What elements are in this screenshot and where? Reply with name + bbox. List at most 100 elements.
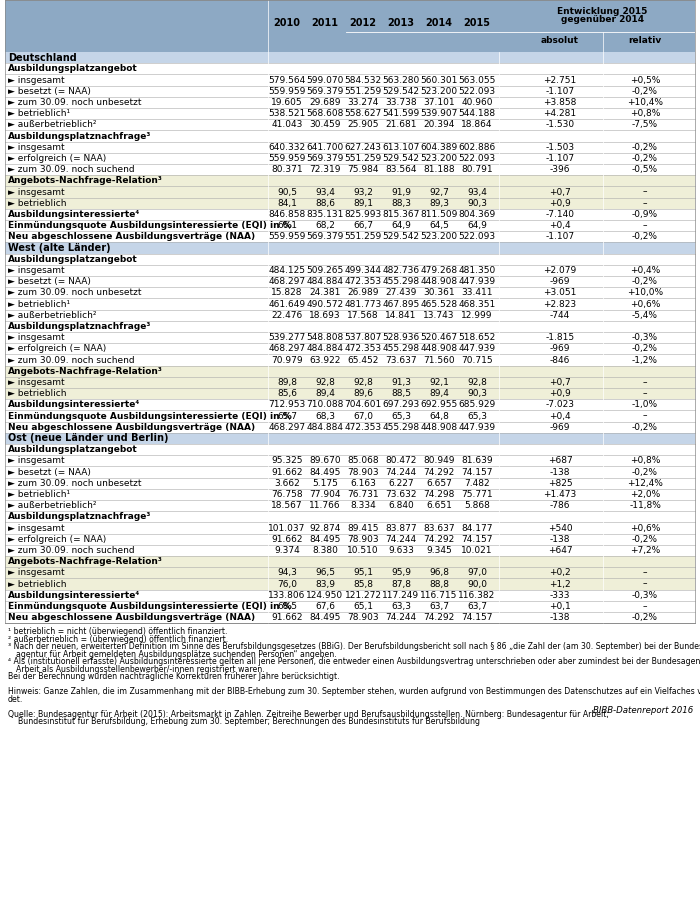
Text: 5.868: 5.868 [464, 501, 490, 510]
Text: 11.766: 11.766 [309, 501, 341, 510]
Text: 563.280: 563.280 [382, 76, 419, 85]
Text: 22.476: 22.476 [272, 311, 302, 320]
Text: 92,7: 92,7 [429, 188, 449, 197]
Text: –: – [643, 221, 648, 230]
Text: 89,4: 89,4 [315, 389, 335, 398]
Text: 18.567: 18.567 [271, 501, 303, 510]
Text: 479.268: 479.268 [421, 266, 458, 275]
Bar [5, 556, 695, 567]
Text: 83.564: 83.564 [385, 165, 416, 174]
Text: ► zum 30.09. noch unbesetzt: ► zum 30.09. noch unbesetzt [8, 98, 141, 107]
Text: 835.131: 835.131 [307, 209, 344, 218]
Text: 579.564: 579.564 [268, 76, 306, 85]
Text: 641.700: 641.700 [307, 143, 344, 152]
Text: 75.771: 75.771 [461, 490, 493, 499]
Text: 84,1: 84,1 [277, 199, 297, 208]
Text: -1,2%: -1,2% [632, 355, 658, 364]
Text: –: – [643, 602, 648, 611]
Text: 89,4: 89,4 [429, 389, 449, 398]
Text: –: – [643, 389, 648, 398]
Text: 74.157: 74.157 [461, 613, 493, 622]
Bar [5, 0, 695, 52]
Text: 559.959: 559.959 [268, 154, 306, 163]
Text: 522.093: 522.093 [458, 86, 496, 95]
Text: +0,4%: +0,4% [630, 266, 660, 275]
Text: 448.908: 448.908 [421, 344, 458, 353]
Text: 447.939: 447.939 [458, 344, 496, 353]
Text: Hinweis: Ganze Zahlen, die im Zusammenhang mit der BIBB-Erhebung zum 30. Septemb: Hinweis: Ganze Zahlen, die im Zusammenha… [8, 687, 700, 696]
Text: 90,3: 90,3 [467, 199, 487, 208]
Text: 70.715: 70.715 [461, 355, 493, 364]
Text: Einmündungsquote Ausbildungsinteressierte (EQI) in %: Einmündungsquote Ausbildungsinteressiert… [8, 602, 292, 611]
Text: 15.828: 15.828 [272, 289, 302, 298]
Text: 92,8: 92,8 [467, 378, 487, 387]
Text: 81.188: 81.188 [424, 165, 455, 174]
Text: 529.542: 529.542 [382, 154, 419, 163]
Text: 9.374: 9.374 [274, 546, 300, 555]
Text: ► erfolgreich (= NAA): ► erfolgreich (= NAA) [8, 535, 106, 544]
Text: 95,1: 95,1 [353, 568, 373, 577]
Text: 66,7: 66,7 [353, 221, 373, 230]
Text: 18.864: 18.864 [461, 120, 493, 129]
Text: 68,2: 68,2 [315, 221, 335, 230]
Bar [5, 612, 695, 623]
Bar [5, 321, 695, 332]
Text: Ausbildungsplatznachfrage³: Ausbildungsplatznachfrage³ [8, 322, 151, 331]
Text: +0,6%: +0,6% [630, 299, 660, 308]
Text: 64,9: 64,9 [467, 221, 487, 230]
Text: 33.274: 33.274 [347, 98, 379, 107]
Text: –: – [643, 199, 648, 208]
Text: 484.884: 484.884 [307, 277, 344, 286]
Text: Ausbildungsinteressierte⁴: Ausbildungsinteressierte⁴ [8, 209, 140, 218]
Text: ► insgesamt: ► insgesamt [8, 568, 64, 577]
Text: 13.743: 13.743 [424, 311, 455, 320]
Text: -138: -138 [550, 535, 570, 544]
Text: 80.472: 80.472 [385, 457, 416, 466]
Text: ► zum 30.09. noch unbesetzt: ► zum 30.09. noch unbesetzt [8, 478, 141, 487]
Text: 18.693: 18.693 [309, 311, 341, 320]
Text: West (alte Länder): West (alte Länder) [8, 243, 111, 253]
Text: 846.858: 846.858 [268, 209, 306, 218]
Text: 85,8: 85,8 [353, 580, 373, 589]
Text: 811.509: 811.509 [420, 209, 458, 218]
Text: -1.107: -1.107 [545, 86, 575, 95]
Text: 81.639: 81.639 [461, 457, 493, 466]
Text: 537.807: 537.807 [344, 334, 382, 343]
Text: -11,8%: -11,8% [629, 501, 661, 510]
Text: 116.382: 116.382 [458, 591, 496, 600]
Text: -0,5%: -0,5% [632, 165, 658, 174]
Text: 78.903: 78.903 [347, 467, 379, 476]
Bar [5, 601, 695, 612]
Text: 640.332: 640.332 [268, 143, 306, 152]
Bar [5, 97, 695, 108]
Text: 2015: 2015 [463, 18, 491, 29]
Text: 602.886: 602.886 [458, 143, 496, 152]
Text: 21.681: 21.681 [385, 120, 416, 129]
Text: 518.652: 518.652 [458, 334, 496, 343]
Bar [5, 343, 695, 354]
Text: 559.959: 559.959 [268, 86, 306, 95]
Text: ³ Nach der neuen, erweiterten Definition im Sinne des Berufsbildungsgesetzes (BB: ³ Nach der neuen, erweiterten Definition… [8, 642, 700, 651]
Text: 484.884: 484.884 [307, 344, 344, 353]
Text: 455.298: 455.298 [382, 344, 419, 353]
Text: 41.043: 41.043 [272, 120, 302, 129]
Text: 20.394: 20.394 [424, 120, 455, 129]
Text: -1.503: -1.503 [545, 143, 575, 152]
Text: 548.808: 548.808 [307, 334, 344, 343]
Text: -0,2%: -0,2% [632, 423, 658, 432]
Text: 6.657: 6.657 [426, 478, 452, 487]
Text: Ausbildungsplatznachfrage³: Ausbildungsplatznachfrage³ [8, 131, 151, 140]
Text: BIBB-Datenreport 2016: BIBB-Datenreport 2016 [593, 706, 693, 715]
Bar [5, 432, 695, 444]
Text: 68,3: 68,3 [315, 412, 335, 421]
Text: 568.608: 568.608 [307, 109, 344, 118]
Text: 9.345: 9.345 [426, 546, 452, 555]
Text: +10,0%: +10,0% [627, 289, 663, 298]
Text: 30.459: 30.459 [309, 120, 341, 129]
Text: Ausbildungsplatzangebot: Ausbildungsplatzangebot [8, 65, 138, 74]
Text: 74.244: 74.244 [386, 613, 416, 622]
Text: Ausbildungsinteressierte⁴: Ausbildungsinteressierte⁴ [8, 591, 140, 600]
Bar [5, 578, 695, 590]
Text: -744: -744 [550, 311, 570, 320]
Text: 538.521: 538.521 [268, 109, 306, 118]
